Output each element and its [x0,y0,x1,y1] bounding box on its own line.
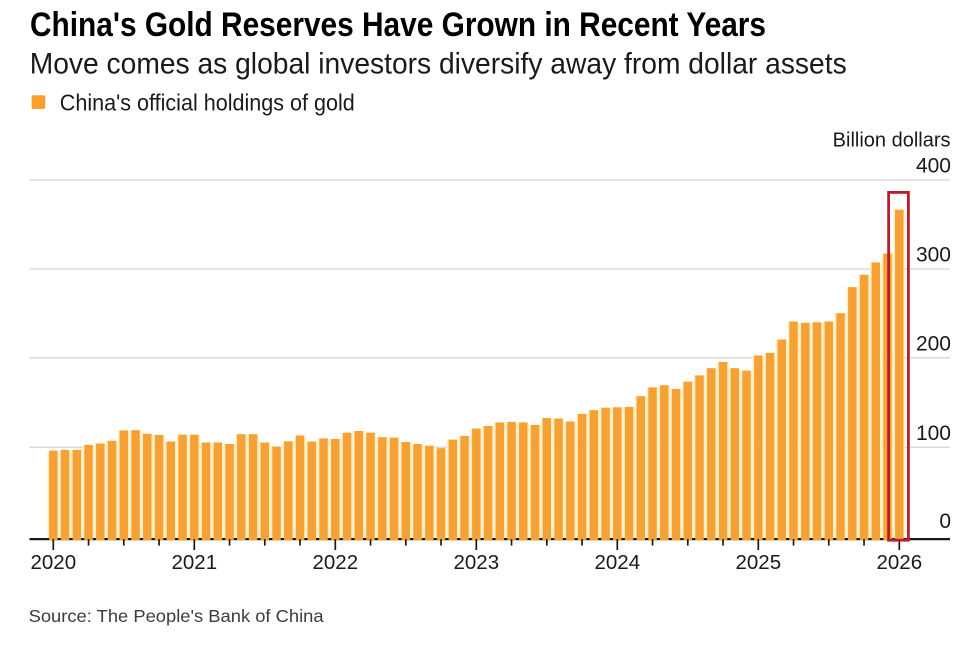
svg-text:0: 0 [939,510,951,533]
svg-text:2025: 2025 [735,551,781,574]
svg-text:400: 400 [916,155,951,178]
svg-text:Move comes as global investors: Move comes as global investors diversify… [30,48,847,81]
svg-text:2023: 2023 [453,551,499,574]
svg-text:China's Gold Reserves Have Gro: China's Gold Reserves Have Grown in Rece… [30,6,766,44]
svg-text:2020: 2020 [30,551,76,574]
svg-text:2021: 2021 [171,551,217,574]
svg-text:China's official holdings of g: China's official holdings of gold [60,89,355,115]
svg-text:Billion dollars: Billion dollars [833,129,951,151]
svg-text:Source: The People's Bank of C: Source: The People's Bank of China [29,606,324,626]
svg-text:2024: 2024 [594,551,640,574]
svg-text:300: 300 [916,244,951,267]
svg-text:2026: 2026 [876,551,922,574]
svg-text:100: 100 [916,422,951,445]
svg-text:2022: 2022 [312,551,358,574]
svg-text:200: 200 [916,332,951,355]
